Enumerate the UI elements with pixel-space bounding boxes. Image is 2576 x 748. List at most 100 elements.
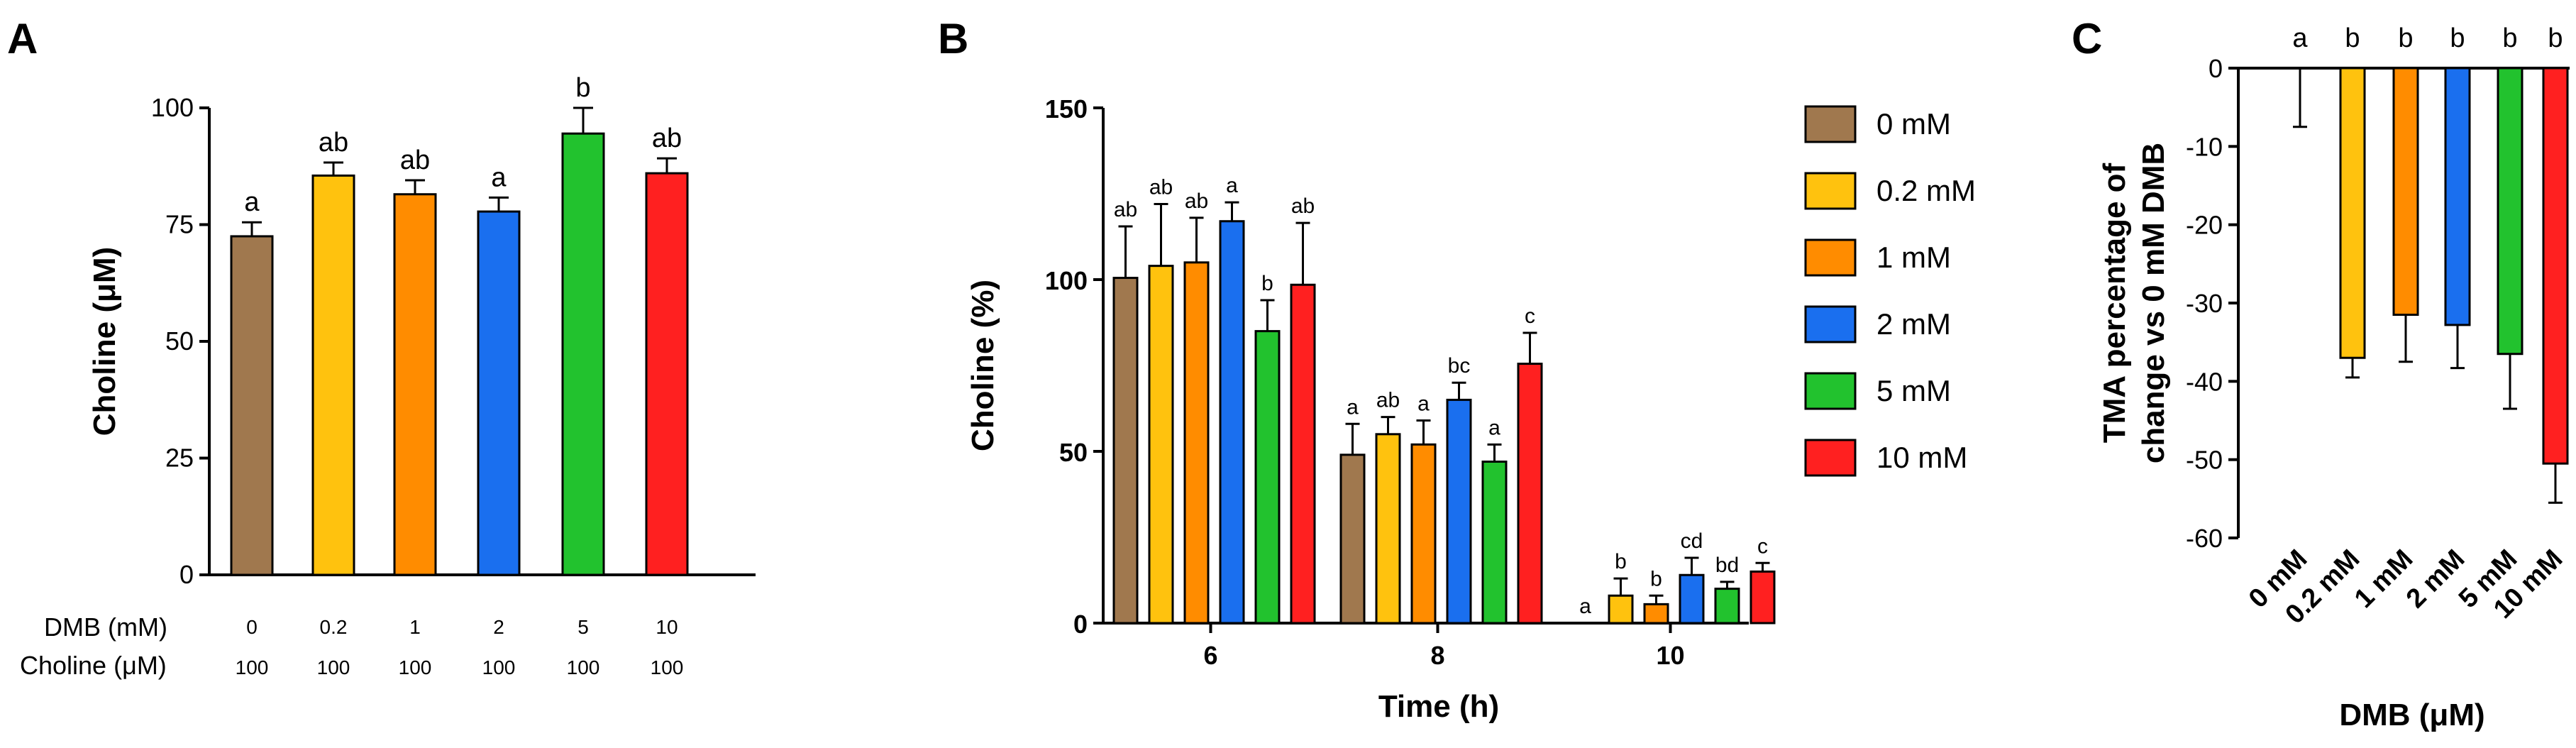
significance-label: b <box>2502 23 2517 53</box>
significance-label: ab <box>319 128 348 158</box>
significance-label: a <box>1417 392 1430 415</box>
significance-label: b <box>2548 23 2563 53</box>
y-tick-label: 100 <box>1045 266 1088 295</box>
bar <box>1339 453 1366 625</box>
y-tick-label: 0 <box>1073 610 1088 639</box>
significance-label: a <box>1579 595 1591 618</box>
legend-label: 0 mM <box>1876 107 1951 141</box>
bar <box>1290 283 1316 625</box>
significance-label: ab <box>1149 176 1173 199</box>
row-label-dmb: DMB (mM) <box>44 612 167 642</box>
significance-label: a <box>244 187 260 217</box>
bar <box>1112 277 1139 625</box>
bar <box>1643 603 1669 625</box>
y-axis-title: Choline (μM) <box>87 247 122 436</box>
significance-label: b <box>1650 567 1662 590</box>
x-axis-title: DMB (μM) <box>2339 698 2484 732</box>
y-axis-title: Choline (%) <box>966 280 1000 451</box>
bar <box>393 193 437 576</box>
panel-letter-c: C <box>2072 15 2102 62</box>
y-tick-label: 0 <box>2209 54 2223 83</box>
legend-label: 5 mM <box>1876 374 1951 407</box>
bar <box>1714 588 1740 625</box>
choline-value: 100 <box>399 656 432 678</box>
choline-value: 100 <box>482 656 516 678</box>
y-tick-label: -20 <box>2186 211 2223 240</box>
dmb-value: 0.2 <box>320 616 348 638</box>
choline-value: 100 <box>651 656 684 678</box>
dmb-value: 5 <box>577 616 589 638</box>
significance-label: ab <box>1185 189 1208 213</box>
y-axis-title-line-1: TMA percentage of <box>2097 163 2132 443</box>
significance-label: b <box>575 73 590 103</box>
y-axis-title-line-2: change vs 0 mM DMB <box>2136 143 2171 463</box>
panel-letter-a: A <box>7 15 38 62</box>
y-tick-label: 150 <box>1045 94 1088 123</box>
significance-label: bd <box>1715 554 1739 577</box>
y-tick-label: -60 <box>2186 524 2223 553</box>
choline-value: 100 <box>236 656 269 678</box>
legend-swatch <box>1804 172 1857 210</box>
row-label-choline: Choline (μM) <box>20 651 167 680</box>
x-tick-label: 8 <box>1430 641 1444 670</box>
bar <box>645 172 689 576</box>
dmb-value: 0 <box>246 616 258 638</box>
choline-value: 100 <box>317 656 350 678</box>
significance-label: c <box>1757 534 1768 558</box>
y-tick-label: 100 <box>151 93 194 122</box>
legend-label: 0.2 mM <box>1876 174 1976 207</box>
significance-label: ab <box>400 145 430 175</box>
x-tick-label: 1 mM <box>2349 544 2419 614</box>
dmb-value: 2 <box>493 616 504 638</box>
bar <box>2444 67 2471 326</box>
panel-letter-b: B <box>938 15 968 62</box>
bar <box>1481 461 1508 625</box>
significance-label: a <box>2292 23 2308 53</box>
significance-label: b <box>2345 23 2360 53</box>
bar <box>477 210 521 576</box>
bar <box>2392 67 2419 317</box>
bar <box>1679 573 1705 625</box>
bar <box>2542 67 2569 465</box>
significance-label: bc <box>1448 354 1471 378</box>
y-tick-label: -40 <box>2186 367 2223 396</box>
significance-label: ab <box>652 123 682 153</box>
significance-label: cd <box>1681 529 1703 553</box>
bar <box>1517 363 1543 625</box>
bar <box>1410 443 1437 625</box>
y-tick-label: -30 <box>2186 289 2223 318</box>
significance-label: a <box>1226 174 1238 197</box>
bar <box>561 132 605 576</box>
y-tick-label: 50 <box>1059 438 1088 467</box>
legend-swatch <box>1804 305 1857 343</box>
legend-swatch <box>1804 372 1857 410</box>
significance-label: b <box>2398 23 2413 53</box>
legend-label: 1 mM <box>1876 241 1951 274</box>
significance-label: ab <box>1114 198 1137 221</box>
legend-swatch <box>1804 105 1857 143</box>
bar <box>1375 433 1401 625</box>
legend-label: 2 mM <box>1876 307 1951 341</box>
bar <box>1183 261 1210 625</box>
y-tick-label: 25 <box>165 444 194 473</box>
legend-swatch <box>1804 439 1857 477</box>
significance-label: ab <box>1291 194 1315 218</box>
significance-label: b <box>2450 23 2465 53</box>
significance-label: a <box>491 163 507 192</box>
bar <box>1446 398 1472 625</box>
dmb-value: 1 <box>409 616 421 638</box>
significance-label: b <box>1261 272 1273 295</box>
significance-label: a <box>1488 416 1500 439</box>
y-tick-label: 0 <box>179 560 194 589</box>
significance-label: b <box>1615 550 1627 573</box>
panel-c-chart: 0 -10 -20 -30 -40 -50 -60 TMA percentage of chan… <box>2097 23 2570 732</box>
significance-label: ab <box>1376 389 1400 412</box>
bar <box>1608 594 1634 625</box>
y-tick-label: -50 <box>2186 446 2223 475</box>
x-tick-label: 2 mM <box>2401 544 2470 614</box>
x-tick-label: 6 <box>1203 641 1217 670</box>
significance-label: a <box>1347 395 1359 419</box>
